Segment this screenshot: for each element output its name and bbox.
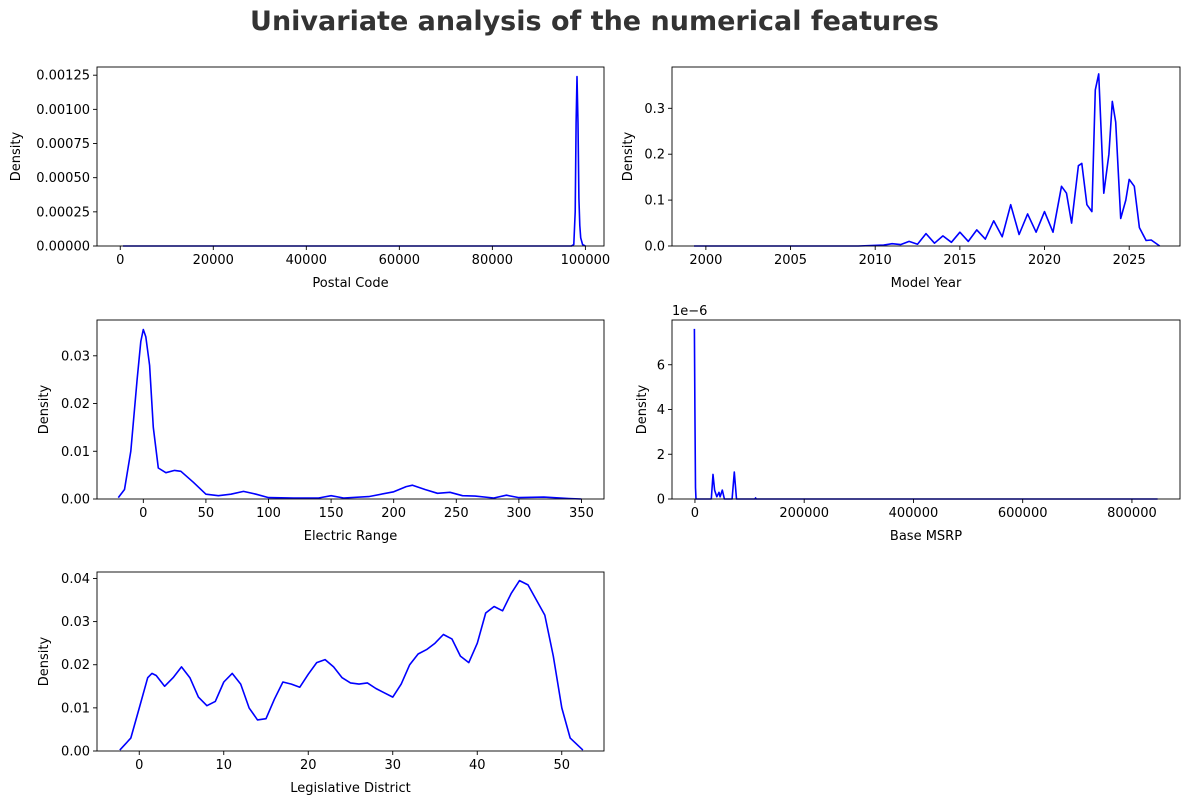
density-line-1: [119, 579, 584, 751]
x-tick-label: 30: [384, 758, 401, 773]
x-tick-label: 150: [319, 506, 344, 521]
y-tick-label: 2: [657, 448, 665, 463]
subplot-3: 0 50 100 150 200 250 300 350 0.00 0.01 0.02 0.03 Ele…: [37, 319, 605, 544]
x-axis-label: Postal Code: [312, 276, 388, 291]
y-tick-label: 0.00075: [36, 137, 90, 152]
x-tick-label: 40: [469, 758, 486, 773]
y-tick-label: 6: [657, 358, 665, 373]
axes-frame: [671, 66, 1181, 247]
x-tick-label: 2010: [859, 253, 892, 268]
y-tick-label: 0.03: [61, 615, 90, 630]
x-tick-label: 40000: [286, 253, 327, 268]
x-tick-label: 2015: [943, 253, 976, 268]
x-tick-label: 350: [569, 506, 594, 521]
y-tick-label: 0.3: [644, 102, 665, 117]
x-tick-label: 60000: [379, 253, 420, 268]
y-tick-label: 0.03: [61, 349, 90, 364]
subplot-1: 0 20000 40000 60000 80000 100000 0.00000 0.0002…: [9, 66, 611, 291]
subplot-4: 0 200000 400000 600000 800000 0 2 4 6 Base MSRP De…: [635, 304, 1181, 544]
x-tick-label: 10: [215, 758, 232, 773]
x-tick-label: 400000: [889, 506, 939, 521]
subplot-2: 2000 2005 2010 2015 2020 2025 0.0 0.1 0.2 0.3 Mode…: [621, 66, 1181, 291]
density-line-1: [123, 75, 586, 247]
x-tick-label: 0: [135, 758, 143, 773]
density-line-1: [694, 73, 1161, 247]
y-tick-label: 0.00000: [36, 240, 90, 255]
x-tick-label: 600000: [998, 506, 1048, 521]
x-tick-label: 80000: [472, 253, 513, 268]
x-tick-label: 200: [381, 506, 406, 521]
y-tick-label: 0.04: [61, 572, 90, 587]
y-tick-label: 0.00125: [36, 69, 90, 84]
y-tick-label: 0.02: [61, 658, 90, 673]
x-tick-label: 2020: [1028, 253, 1061, 268]
x-tick-label: 2000: [689, 253, 722, 268]
x-tick-label: 0: [691, 506, 699, 521]
x-tick-label: 50: [553, 758, 570, 773]
x-tick-label: 100000: [561, 253, 611, 268]
y-tick-label: 0.00: [61, 493, 90, 508]
y-offset-label: 1e−6: [672, 304, 707, 319]
y-tick-label: 0.2: [644, 148, 665, 163]
y-tick-label: 0.00100: [36, 103, 90, 118]
axes-frame: [671, 319, 1181, 500]
y-axis-label: Density: [621, 131, 636, 181]
y-tick-label: 0.00025: [36, 205, 90, 220]
x-tick-label: 20: [300, 758, 317, 773]
y-tick-label: 0.00: [61, 745, 90, 760]
y-axis-label: Density: [9, 131, 24, 181]
x-tick-label: 250: [444, 506, 469, 521]
y-tick-label: 0: [657, 493, 665, 508]
x-tick-label: 200000: [779, 506, 829, 521]
x-tick-label: 800000: [1107, 506, 1157, 521]
y-tick-label: 0.00050: [36, 171, 90, 186]
subplot-5: 0 10 20 30 40 50 0.00 0.01 0.02 0.03 0.04 Legislati…: [37, 571, 605, 796]
y-axis-label: Density: [37, 384, 52, 434]
y-axis-label: Density: [37, 636, 52, 686]
x-tick-label: 100: [256, 506, 281, 521]
y-tick-label: 0.0: [644, 240, 665, 255]
axes-frame: [96, 571, 605, 752]
x-tick-label: 50: [198, 506, 215, 521]
x-axis-label: Legislative District: [290, 781, 410, 796]
x-tick-label: 300: [506, 506, 531, 521]
x-tick-label: 0: [139, 506, 147, 521]
x-tick-label: 2005: [774, 253, 807, 268]
axes-frame: [96, 319, 605, 500]
density-line-1: [693, 328, 1158, 500]
y-tick-label: 0.01: [61, 701, 90, 716]
x-axis-label: Model Year: [891, 276, 962, 291]
x-tick-label: 20000: [193, 253, 234, 268]
y-tick-label: 0.01: [61, 445, 90, 460]
y-tick-label: 0.02: [61, 397, 90, 412]
x-tick-label: 0: [116, 253, 124, 268]
density-line-1: [117, 328, 582, 500]
y-axis-label: Density: [635, 384, 650, 434]
x-tick-label: 2025: [1113, 253, 1146, 268]
x-axis-label: Electric Range: [304, 529, 398, 544]
x-axis-label: Base MSRP: [890, 529, 962, 544]
y-tick-label: 4: [657, 403, 665, 418]
figure-title: Univariate analysis of the numerical fea…: [250, 6, 939, 37]
axes-frame: [96, 66, 605, 247]
y-tick-label: 0.1: [644, 194, 665, 209]
